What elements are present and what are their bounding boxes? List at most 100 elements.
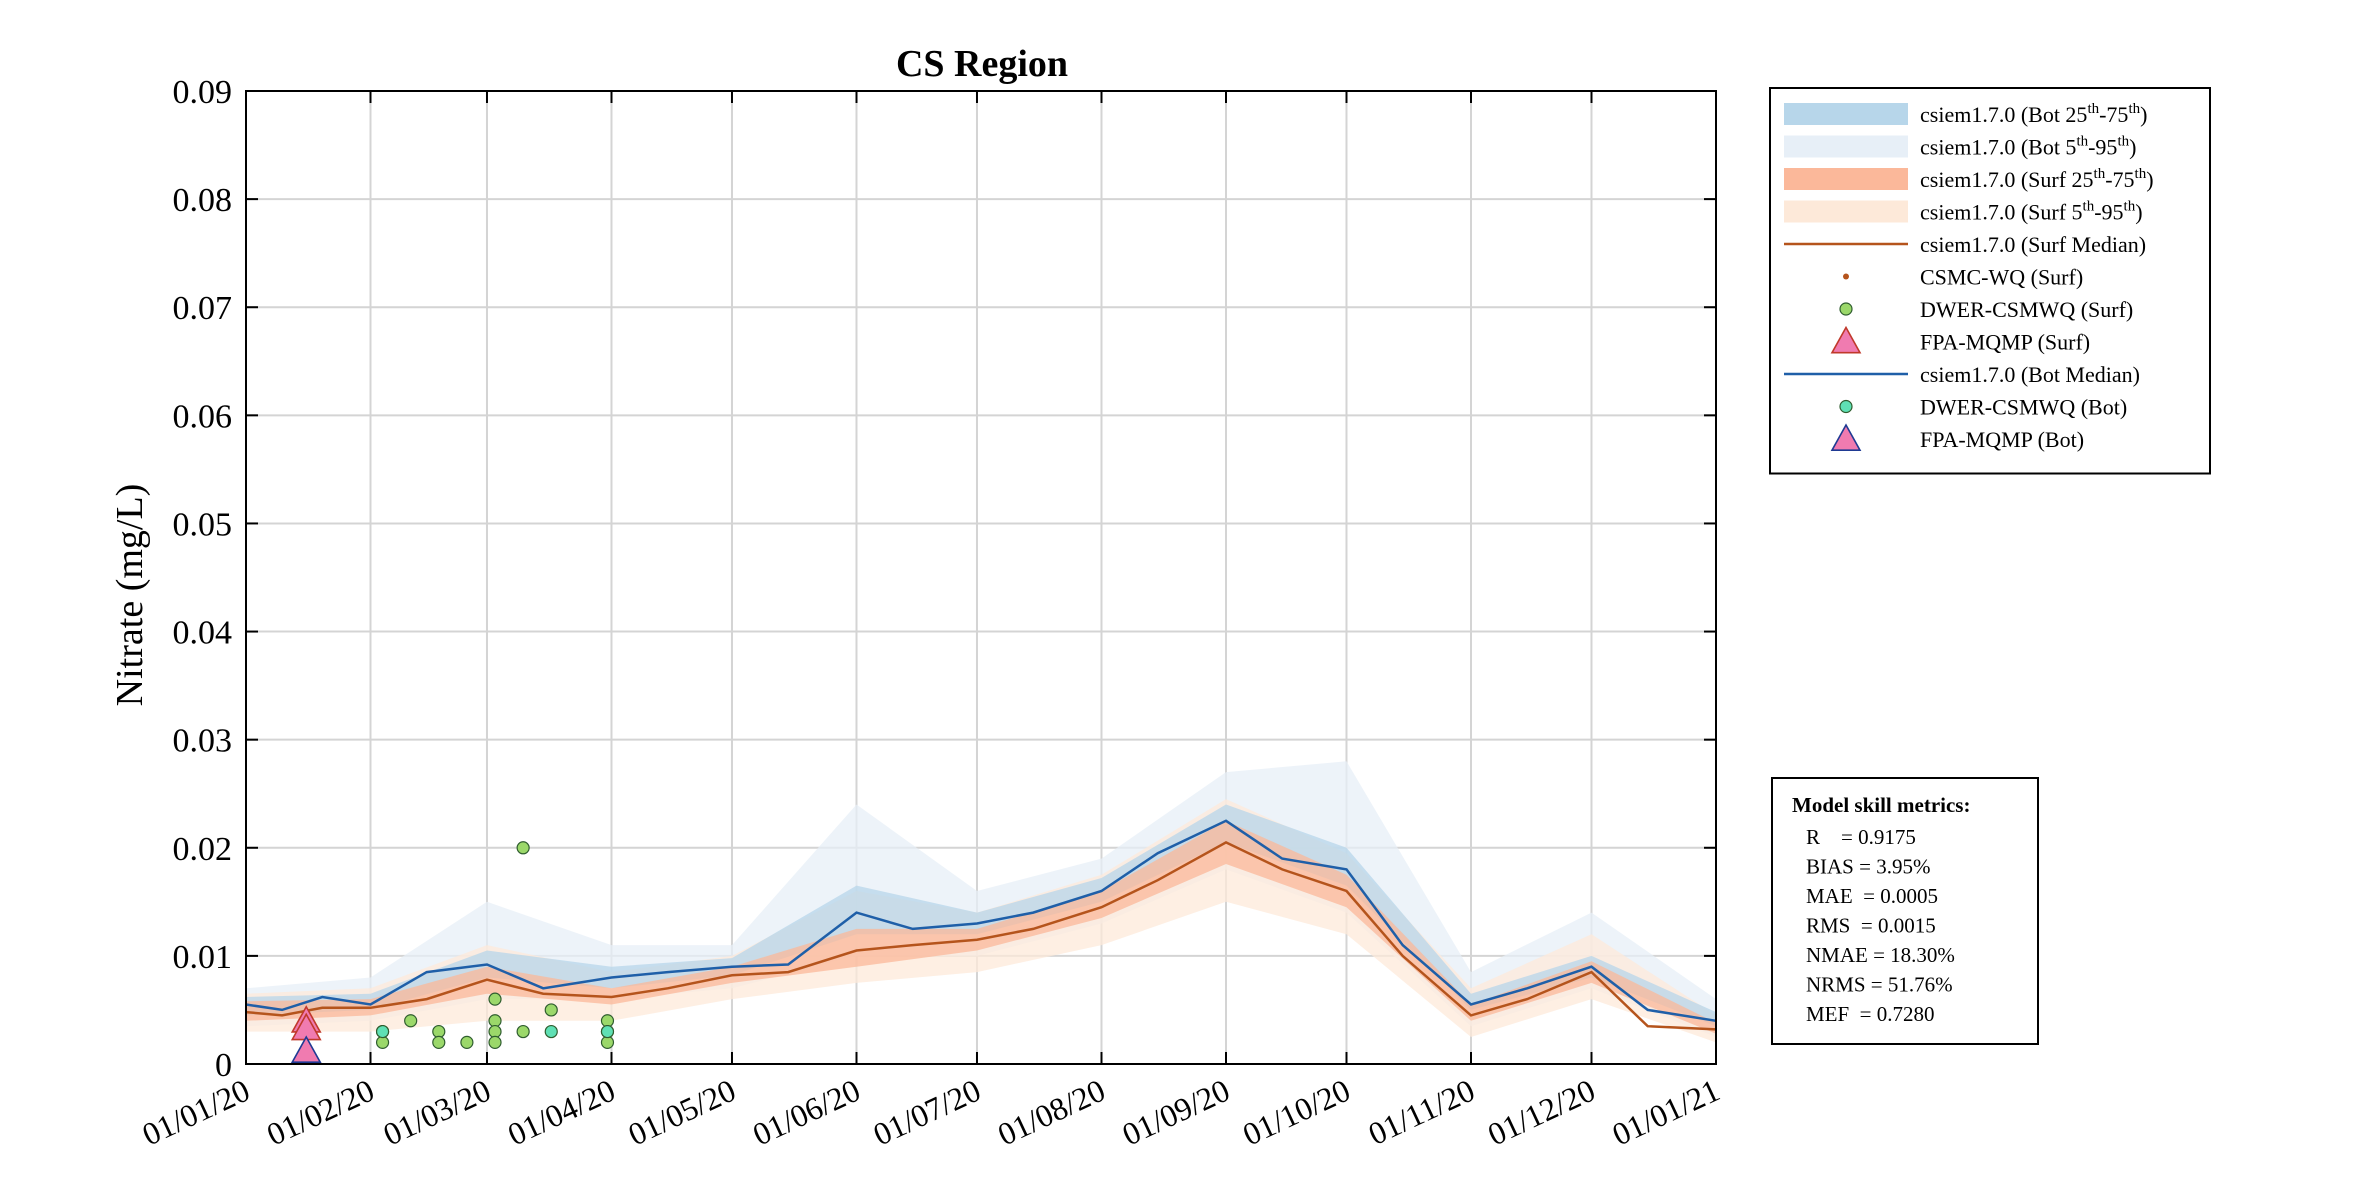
legend-label-part: csiem1.7.0 (Bot 25 [1920,102,2087,127]
band-csiem1-7-0-bot-25th-75th- [246,804,1716,1027]
data-point [488,1024,502,1039]
legend-label-part: -95 [2094,200,2123,225]
legend-item: csiem1.7.0 (Bot 5th-95th) [1784,134,2136,160]
legend-label-part: th [2128,101,2140,117]
legend-label: FPA-MQMP (Bot) [1920,427,2084,452]
line-csiem1-7-0-bot-median- [245,819,1717,1023]
legend-item: csiem1.7.0 (Surf 25th-75th) [1784,166,2154,192]
legend-label: csiem1.7.0 (Surf 25th-75th) [1920,166,2154,192]
legend-swatch [1784,103,1908,125]
x-tick-label: 01/10/20 [1237,1072,1355,1153]
points-fpa-mqmp-bot- [290,1035,322,1064]
x-tick-label: 01/01/21 [1607,1072,1725,1153]
x-tick-label: 01/09/20 [1117,1072,1235,1153]
x-tick-label: 01/07/20 [868,1072,986,1153]
data-point [432,1035,446,1049]
y-tick-label: 0 [215,1047,232,1084]
legend-label-part: ) [2135,200,2142,225]
legend-label: CSMC-WQ (Surf) [1920,265,2083,290]
legend-swatch [1839,302,1853,316]
legend-item: csiem1.7.0 (Bot 25th-75th) [1784,101,2147,127]
line-csiem1-7-0-surf-median- [245,840,1717,1031]
legend-label: DWER-CSMWQ (Surf) [1920,297,2133,322]
legend-item: CSMC-WQ (Surf) [1843,265,2083,290]
metrics-frame [1771,777,2039,1045]
data-point [544,1003,558,1017]
x-tick-label: 01/08/20 [992,1072,1110,1153]
legend-label: csiem1.7.0 (Surf 5th-95th) [1920,199,2143,225]
data-point [600,1024,615,1039]
legend-label: csiem1.7.0 (Surf Median) [1920,232,2146,257]
legend-label: FPA-MQMP (Surf) [1920,330,2090,355]
points-dwer-csmwq-bot- [375,1024,615,1039]
data-point [600,1014,615,1028]
legend-label-part: FPA-MQMP (Bot) [1920,427,2084,452]
y-tick-label: 0.08 [173,182,233,219]
x-tick-label: 01/04/20 [502,1072,620,1153]
y-tick-label: 0.04 [173,615,233,652]
data-point [460,1035,474,1049]
legend-label-part: csiem1.7.0 (Bot Median) [1920,362,2140,387]
skill-metrics-box: Model skill metrics: R = 0.9175 BIAS = 3.9… [1771,777,2039,1045]
metric-line: MEF = 0.7280 [1806,1002,1935,1026]
legend-swatch [1839,399,1853,414]
legend-item: csiem1.7.0 (Surf 5th-95th) [1784,199,2143,225]
legend-label-part: th [2135,166,2147,182]
legend-label-part: th [2124,199,2136,215]
x-tick-label: 01/12/20 [1482,1072,1600,1153]
y-tick-label: 0.02 [173,831,233,868]
legend-label-part: csiem1.7.0 (Bot 5 [1920,135,2076,160]
data-point [488,992,502,1006]
x-tick-label: 01/03/20 [378,1072,496,1153]
legend-label-part: FPA-MQMP (Surf) [1920,330,2090,355]
data-point [488,1014,502,1028]
chart-title: CS Region [896,43,1068,85]
legend-label: DWER-CSMWQ (Bot) [1920,395,2127,420]
legend-label-part: ) [2140,102,2147,127]
x-tick-label: 01/02/20 [261,1072,379,1153]
x-tick-label: 01/06/20 [747,1072,865,1153]
metric-line: BIAS = 3.95% [1806,855,1930,879]
legend-label-part: DWER-CSMWQ (Surf) [1920,297,2133,322]
legend-label-part: CSMC-WQ (Surf) [1920,265,2083,290]
legend-label-part: th [2087,101,2099,117]
legend-item: FPA-MQMP (Surf) [1830,325,2090,355]
data-point [375,1035,390,1049]
legend-swatch [1784,135,1908,158]
data-point [404,1014,418,1028]
data-point [600,1035,615,1049]
legend-label: csiem1.7.0 (Bot Median) [1920,362,2140,387]
legend-label-part: -75 [2105,167,2134,192]
legend-label-part: csiem1.7.0 (Surf Median) [1920,232,2146,257]
legend-item: csiem1.7.0 (Surf Median) [1784,232,2146,257]
data-point [290,1035,322,1064]
legend-swatch [1830,325,1862,354]
legend-item: DWER-CSMWQ (Bot) [1839,395,2127,420]
legend-label-part: th [2083,199,2095,215]
legend-label-part: -75 [2099,102,2128,127]
legend-item: csiem1.7.0 (Bot Median) [1784,362,2140,387]
metric-line: R = 0.9175 [1806,825,1916,849]
legend-label-part: th [2117,134,2129,150]
data-point [516,1024,530,1039]
plot-area: 0 0.01 0.02 0.03 0.04 0.05 0.06 0.07 0.08 0.09 01/… [137,74,1725,1152]
legend-label-part: DWER-CSMWQ (Bot) [1920,395,2127,420]
legend-swatch [1843,273,1849,280]
data-point [516,841,530,855]
metric-line: RMS = 0.0015 [1806,914,1936,938]
legend-label-part: ) [2129,135,2136,160]
legend-label-part: csiem1.7.0 (Surf 25 [1920,167,2094,192]
data-point [375,1024,390,1039]
legend-item: FPA-MQMP (Bot) [1830,423,2084,452]
y-tick-label: 0.07 [173,290,233,327]
metric-line: MAE = 0.0005 [1806,884,1938,908]
y-tick-label: 0.01 [173,939,233,976]
y-axis-label: Nitrate (mg/L) [109,484,151,707]
metric-line: NRMS = 51.76% [1806,973,1953,997]
metric-line: NMAE = 18.30% [1806,943,1955,967]
legend-label-part: ) [2146,167,2153,192]
data-point [488,1035,502,1049]
legend-swatch [1784,200,1908,223]
x-tick-label: 01/01/20 [137,1072,255,1153]
